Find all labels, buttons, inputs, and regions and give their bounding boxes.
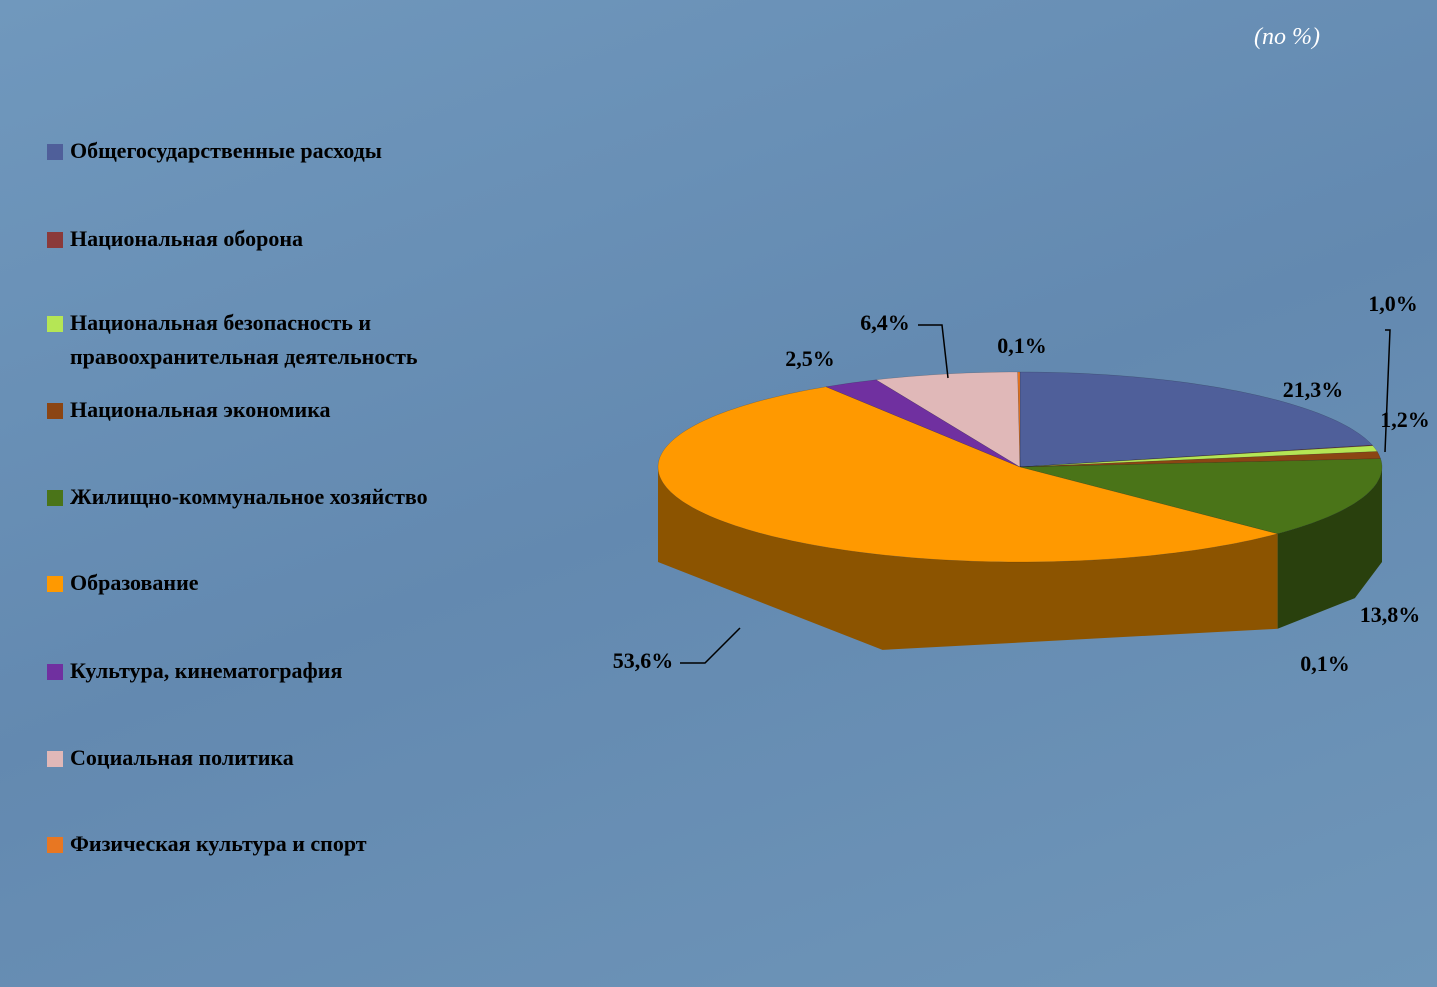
- legend-swatch: [47, 232, 63, 248]
- legend-item: Культура, кинематография: [47, 658, 342, 688]
- slice: [1019, 444, 1374, 468]
- slice: [1019, 371, 1373, 468]
- legend-label: Жилищно-коммунальное хозяйство: [70, 484, 428, 509]
- legend-swatch: [47, 144, 63, 160]
- legend-item: Национальная безопасность и правоохранит…: [47, 310, 530, 374]
- legend-item: Образование: [47, 570, 199, 600]
- data-label: 1,2%: [1380, 407, 1430, 432]
- slice: [657, 386, 1278, 563]
- slice: [1017, 371, 1021, 468]
- legend-swatch: [47, 316, 63, 332]
- legend-item: Социальная политика: [47, 745, 294, 775]
- legend-item: Физическая культура и спорт: [47, 831, 367, 861]
- legend-swatch: [47, 751, 63, 767]
- legend-item: Общегосударственные расходы: [47, 138, 382, 168]
- legend-swatch: [47, 576, 63, 592]
- legend-label: Национальная оборона: [70, 226, 304, 251]
- legend-swatch: [47, 403, 63, 419]
- leader-line: [918, 324, 949, 379]
- data-label: 6,4%: [860, 310, 910, 335]
- slice: [1019, 458, 1383, 535]
- leader-line: [680, 627, 741, 664]
- legend-swatch: [47, 664, 63, 680]
- subtitle: (по %): [1254, 24, 1320, 50]
- legend-label: Национальная безопасность и правоохранит…: [70, 310, 418, 369]
- data-label: 0,1%: [997, 333, 1047, 358]
- slice-side: [1277, 467, 1382, 629]
- legend-label: Социальная политика: [70, 745, 294, 770]
- legend-label: Культура, кинематография: [70, 658, 343, 683]
- slice-side: [658, 467, 1278, 650]
- data-label: 0,1%: [1300, 651, 1350, 676]
- data-label: 53,6%: [613, 648, 674, 673]
- legend-label: Национальная экономика: [70, 397, 331, 422]
- data-label: 21,3%: [1283, 377, 1344, 402]
- legend-swatch: [47, 837, 63, 853]
- data-label: 2,5%: [785, 346, 835, 371]
- slice: [825, 379, 1021, 468]
- legend-label: Общегосударственные расходы: [70, 138, 382, 163]
- slice: [875, 371, 1021, 468]
- legend-swatch: [47, 490, 63, 506]
- data-label: 1,0%: [1368, 291, 1418, 316]
- data-label: 13,8%: [1360, 602, 1421, 627]
- legend-label: Физическая культура и спорт: [70, 831, 367, 856]
- legend-item: Национальная экономика: [47, 397, 331, 427]
- leader-line: [1384, 329, 1391, 453]
- legend-label: Образование: [70, 570, 199, 595]
- legend-item: Национальная оборона: [47, 226, 303, 256]
- legend-item: Жилищно-коммунальное хозяйство: [47, 484, 428, 514]
